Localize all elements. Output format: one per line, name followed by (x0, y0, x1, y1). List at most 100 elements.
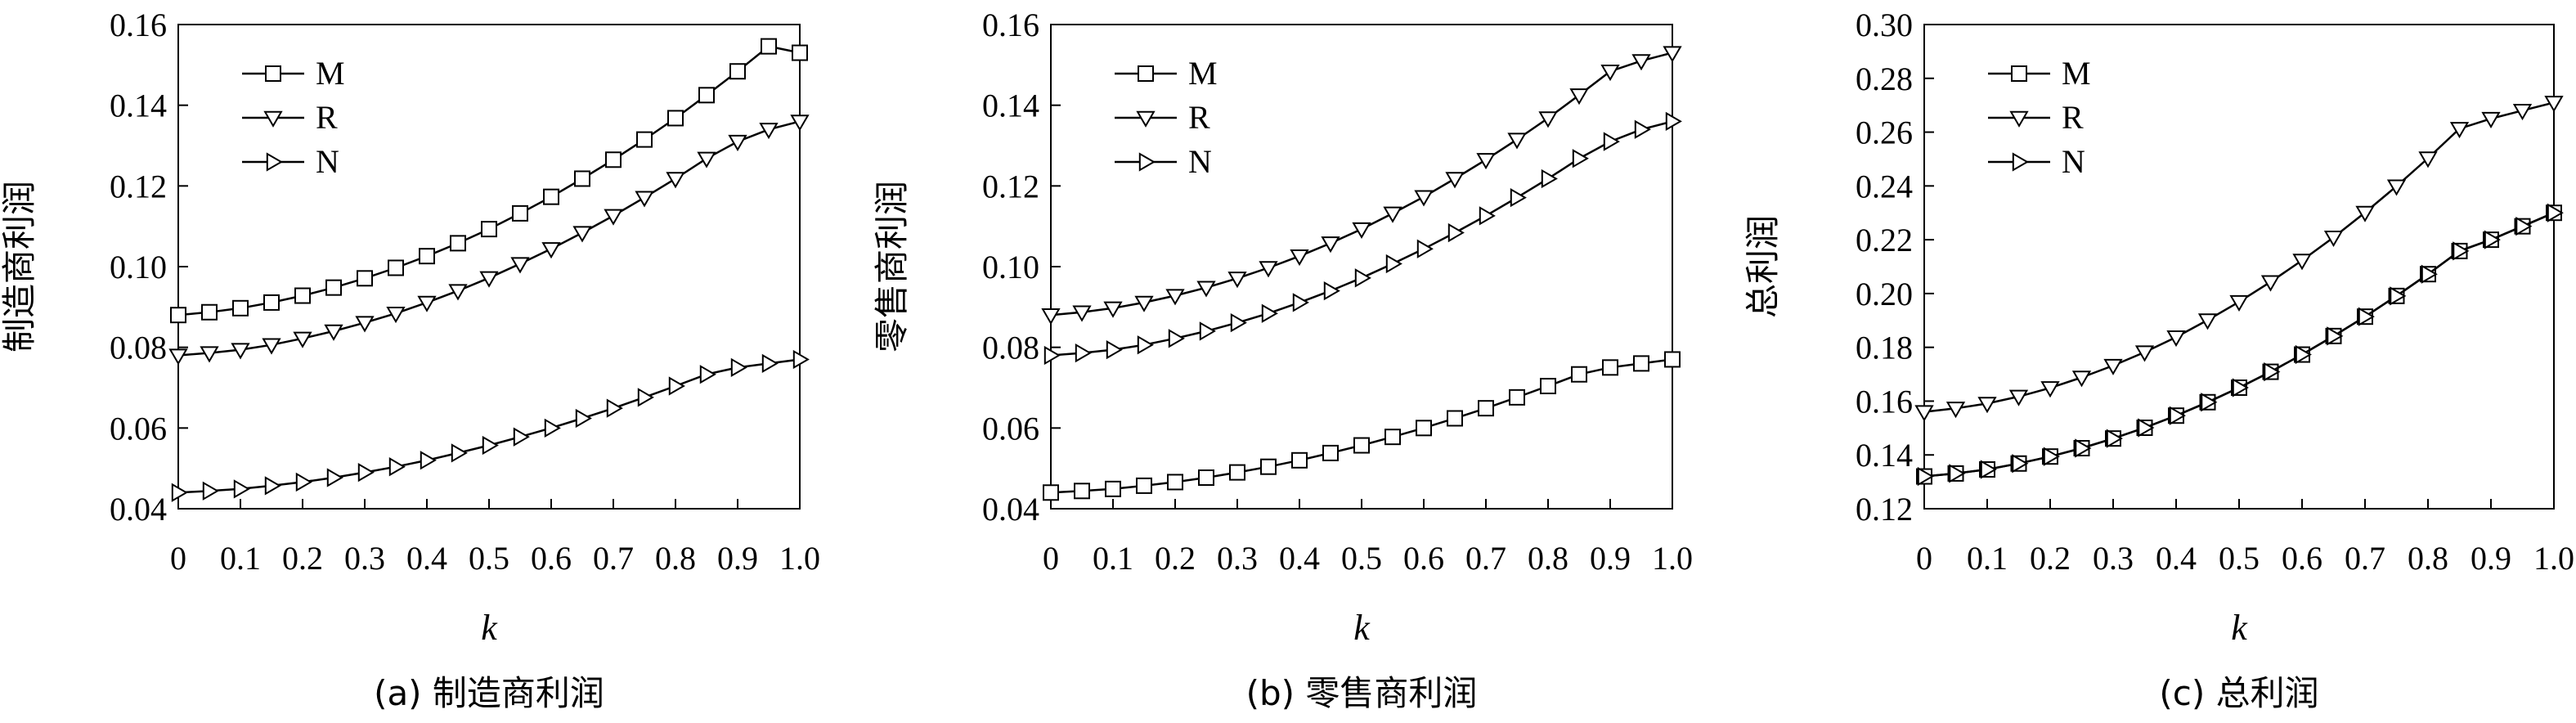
legend-label-N: N (1188, 143, 1212, 180)
data-point-M (357, 270, 373, 287)
data-point-N (2327, 326, 2344, 346)
data-point-M (1105, 480, 1121, 497)
x-tick-label: 0.1 (1967, 540, 2008, 577)
x-tick-label: 0.5 (2219, 540, 2260, 577)
data-point-N (1510, 188, 1527, 208)
data-point-M (761, 38, 777, 55)
data-point-R (2355, 205, 2375, 222)
data-point-M (419, 248, 435, 265)
x-tick-label: 0.9 (1590, 540, 1631, 577)
x-tick-label: 0.5 (1341, 540, 1382, 577)
legend-marker-R (1136, 110, 1156, 128)
data-point-N (761, 353, 779, 374)
data-point-R (324, 324, 343, 341)
x-tick-label: 1.0 (779, 540, 820, 577)
x-tick-label: 0.2 (2030, 540, 2071, 577)
data-point-R (168, 348, 188, 366)
data-point-R (1352, 222, 1371, 240)
data-point-N (1980, 460, 1997, 479)
data-point-N (2043, 447, 2060, 466)
y-tick-label: 0.28 (1856, 61, 1913, 97)
data-point-N (792, 349, 810, 370)
data-point-M (1043, 484, 1059, 501)
y-axis-label: 总利润 (1743, 215, 1783, 318)
data-point-R (2166, 330, 2186, 348)
y-tick-label: 0.14 (110, 88, 167, 124)
data-point-N (1541, 168, 1558, 189)
data-point-M (792, 44, 808, 61)
data-point-N (2484, 230, 2501, 249)
data-point-R (200, 346, 219, 363)
x-tick-label: 0.2 (1155, 540, 1196, 577)
y-tick-label: 0.12 (982, 168, 1039, 204)
data-point-R (1290, 249, 1309, 267)
data-point-M (667, 110, 684, 127)
data-point-M (605, 151, 622, 168)
data-point-M (1540, 378, 1556, 395)
y-tick-label: 0.26 (1856, 115, 1913, 151)
legend-marker-N (1138, 152, 1156, 172)
data-point-R (2008, 389, 2029, 406)
x-tick-label: 0.6 (531, 540, 572, 577)
data-point-M (512, 204, 528, 222)
data-point-N (1447, 222, 1465, 243)
data-point-R (1507, 132, 1527, 150)
x-tick-label: 0.7 (2345, 540, 2385, 577)
x-tick-label: 0.1 (1093, 540, 1133, 577)
data-point-N (1917, 466, 1934, 487)
data-point-R (2544, 96, 2564, 113)
x-tick-label: 0.5 (469, 540, 509, 577)
data-point-N (668, 376, 685, 396)
data-point-R (1569, 88, 1589, 106)
data-point-N (1106, 339, 1123, 360)
data-point-N (1168, 329, 1185, 348)
x-tick-label: 1.0 (1652, 540, 1693, 577)
x-tick-label: 1.0 (2533, 540, 2574, 577)
x-tick-label: 0 (1916, 540, 1932, 577)
legend-label-N: N (2062, 143, 2085, 180)
data-point-N (2201, 393, 2218, 412)
data-point-R (697, 151, 716, 168)
data-point-M (1509, 388, 1525, 406)
data-point-N (202, 481, 219, 501)
y-tick-label: 0.08 (982, 330, 1039, 366)
x-tick-label: 0 (1043, 540, 1059, 577)
x-tick-label: 0.9 (2471, 540, 2511, 577)
data-point-N (2012, 454, 2029, 474)
data-point-R (1196, 281, 1216, 298)
legend: MRN (1988, 55, 2091, 180)
x-tick-label: 0.7 (1465, 540, 1506, 577)
y-tick-label: 0.16 (1856, 383, 1913, 420)
y-axis-label: 制造商利润 (0, 181, 39, 353)
legend-marker-M (2011, 65, 2027, 82)
y-tick-label: 0.10 (982, 249, 1039, 285)
legend: MRN (242, 55, 345, 180)
data-point-N (171, 483, 188, 502)
x-tick-label: 0.6 (1403, 540, 1444, 577)
data-point-N (1385, 254, 1402, 274)
data-point-M (481, 221, 497, 238)
legend: MRN (1115, 55, 1218, 180)
data-point-N (2138, 418, 2155, 438)
y-tick-label: 0.24 (1856, 168, 1913, 204)
x-tick-label: 0 (170, 540, 186, 577)
data-point-N (326, 468, 343, 487)
x-tick-label: 0.9 (717, 540, 758, 577)
data-point-R (479, 271, 499, 288)
data-point-M (1571, 366, 1587, 383)
data-point-N (1323, 281, 1340, 301)
data-point-M (1322, 444, 1339, 461)
data-point-M (1633, 355, 1649, 372)
x-axis-label: k (2231, 608, 2248, 648)
data-point-R (1914, 405, 1934, 422)
data-point-N (544, 418, 561, 438)
legend-label-N: N (316, 143, 339, 180)
data-point-N (2358, 307, 2375, 326)
legend-marker-M (1138, 65, 1154, 82)
data-point-R (728, 134, 747, 151)
x-tick-label: 0.3 (2093, 540, 2134, 577)
data-point-N (637, 388, 654, 407)
data-point-R (1414, 190, 1434, 207)
y-tick-label: 0.16 (982, 7, 1039, 43)
